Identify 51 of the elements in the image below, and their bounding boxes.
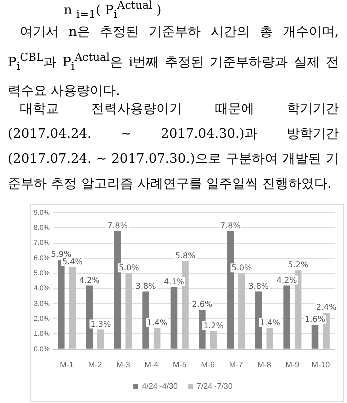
bar [266,328,274,349]
bar [98,330,104,349]
text: 여기서 n은 추정된 기준부하 시간의 총 개수이며, P$_{i}$$^{CBL}$과 P$_{i}$$^{Actual}$은 i번째 추정된 기준부하량과 실제 전력수요 사용량이다. [8,25,339,99]
data-label: 7.8% [220,221,242,230]
data-label: 5.0% [118,264,140,273]
legend-label: 4/24~4/30 [142,382,179,392]
x-tick-label: M-4 [144,360,160,370]
bar [238,274,246,349]
x-tick-label: M-5 [172,360,188,370]
bar [312,325,319,349]
bar [323,313,330,349]
x-tick-label: M-9 [286,360,300,370]
bar [58,260,65,349]
text: n $_{i=1}$( P$_{i}$$^{Actual}$ ) [63,0,163,23]
bar [126,274,132,349]
bar [114,231,122,349]
data-label: 5.2% [288,260,309,270]
x-tick-label: M-2 [88,360,103,370]
data-label: 5.8% [175,252,196,261]
x-tick-label: M-8 [258,360,272,370]
x-tick-label: M-6 [201,360,216,370]
bar [154,328,161,349]
data-label: 1.4% [147,318,168,328]
bar [69,268,76,349]
data-label: 4.1% [164,277,185,286]
bar [142,292,150,349]
bar [182,262,189,349]
data-label: 2.4% [316,303,338,312]
data-label: 3.8% [248,282,270,291]
data-label: 5.9% [51,250,72,260]
data-label: 3.8% [136,282,157,291]
data-label: 5.4% [62,258,84,267]
data-label: 2.6% [192,300,213,310]
data-label: 1.4% [260,318,281,328]
data-label: 1.6% [305,315,326,324]
data-label: 5.0% [232,264,252,273]
legend-label: 7/24~7/30 [197,382,234,392]
bar [210,331,218,349]
x-tick-label: M-3 [116,360,131,370]
x-tick-label: M-10 [312,360,331,370]
bar [170,287,178,349]
x-tick-label: M-7 [229,360,244,370]
bar [284,286,290,349]
data-label: 1.2% [204,321,224,330]
data-label: 4.2% [79,276,100,285]
data-label: 4.2% [276,276,298,285]
data-label: 7.8% [108,221,128,230]
text: 대학교 전력사용량이기 때문에 학기기간 (2017.04.24. ~ 2017.04.30.)과 방학기간 (2017.07.24. ~ 2017.07.30.)으로 구분하여 개발된 기준부하 추정 알고리즘 사례연구를 일주일씩 진행하였다. [8,101,339,194]
x-tick-label: M-1 [60,360,74,370]
bar [86,286,94,349]
data-label: 1.3% [90,320,112,329]
